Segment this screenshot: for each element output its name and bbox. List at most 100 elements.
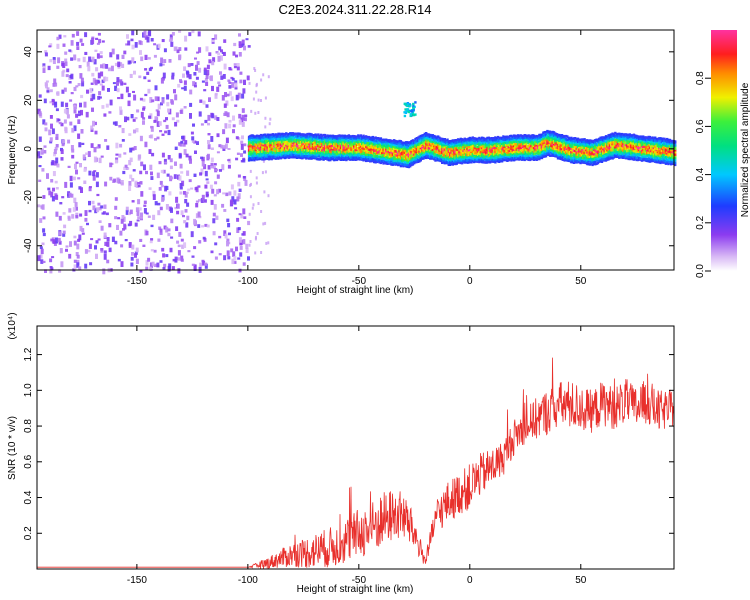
noise-cell — [100, 71, 104, 77]
noise-cell — [219, 55, 223, 61]
noise-cell — [170, 176, 174, 180]
band-cell — [283, 133, 287, 136]
band-cell — [539, 137, 542, 140]
band-cell — [346, 139, 349, 142]
band-cell — [295, 156, 299, 159]
noise-cell — [217, 52, 221, 56]
band-cell — [454, 147, 457, 150]
band-cell — [367, 153, 371, 157]
noise-cell — [59, 248, 63, 254]
band-cell — [595, 158, 598, 161]
band-cell — [590, 152, 593, 156]
band-cell — [534, 148, 537, 151]
band-cell — [587, 151, 590, 154]
band-cell — [282, 152, 285, 155]
band-cell — [302, 154, 305, 158]
band-cell — [259, 141, 263, 144]
band-cell — [495, 148, 498, 151]
band-cell — [299, 145, 303, 148]
band-cell — [317, 147, 320, 150]
band-cell — [394, 141, 397, 145]
band-cell — [544, 143, 548, 146]
band-cell — [490, 142, 493, 146]
band-cell — [286, 148, 289, 152]
band-cell — [587, 145, 590, 149]
band-cell — [491, 158, 494, 162]
band-cell — [421, 143, 424, 146]
band-cell — [627, 155, 630, 159]
noise-cell — [90, 98, 94, 102]
band-cell — [406, 149, 409, 153]
band-cell — [418, 145, 421, 149]
noise-cell — [91, 107, 94, 112]
noise-cell — [81, 232, 85, 235]
noise-cell — [114, 216, 118, 220]
band-cell — [398, 162, 401, 165]
noise-cell — [158, 161, 162, 165]
band-cell — [318, 140, 321, 144]
band-cell — [407, 147, 411, 151]
band-cell — [568, 140, 572, 143]
band-cell — [389, 156, 392, 160]
noise-cell — [243, 45, 246, 51]
band-cell — [620, 156, 624, 159]
band-cell — [335, 148, 339, 151]
band-cell — [286, 133, 289, 136]
band-cell — [265, 134, 268, 138]
band-cell — [357, 147, 360, 150]
band-cell — [602, 147, 605, 151]
band-cell — [381, 147, 384, 151]
noise-cell — [233, 199, 237, 205]
band-cell — [251, 140, 255, 143]
band-cell — [479, 158, 482, 161]
band-cell — [546, 152, 549, 155]
band-cell — [389, 161, 392, 164]
band-cell — [367, 138, 371, 141]
noise-cell — [160, 57, 164, 63]
noise-cell — [63, 87, 67, 92]
band-cell — [254, 148, 257, 152]
band-cell — [472, 154, 476, 157]
band-cell — [365, 135, 368, 138]
band-cell — [313, 134, 316, 137]
noise-cell — [203, 69, 207, 75]
band-cell — [507, 149, 510, 152]
band-cell — [295, 135, 299, 138]
band-cell — [471, 138, 474, 142]
band-cell — [500, 152, 504, 155]
band-cell — [484, 148, 488, 151]
band-cell — [564, 148, 568, 152]
band-cell — [438, 146, 441, 150]
band-cell — [294, 149, 297, 152]
band-cell — [346, 156, 349, 160]
band-cell — [583, 154, 586, 157]
band-cell — [460, 150, 464, 153]
band-cell — [631, 138, 634, 141]
band-cell — [638, 156, 641, 160]
band-cell — [474, 158, 477, 162]
band-cell — [483, 147, 486, 150]
band-cell — [385, 149, 388, 153]
band-cell — [426, 136, 429, 140]
band-cell — [504, 143, 508, 146]
band-cell — [463, 155, 466, 158]
band-cell — [407, 161, 411, 164]
band-cell — [397, 148, 400, 151]
band-cell — [578, 144, 581, 147]
band-cell — [326, 156, 329, 159]
band-cell — [536, 141, 540, 144]
band-cell — [498, 144, 501, 148]
band-cell — [507, 143, 510, 147]
band-cell — [499, 144, 502, 147]
noise-cell — [106, 145, 110, 150]
band-cell — [398, 155, 401, 159]
noise-cell — [181, 87, 185, 90]
band-cell — [287, 146, 291, 150]
band-cell — [387, 156, 391, 159]
band-cell — [330, 154, 333, 157]
noise-cell — [185, 191, 189, 194]
band-cell — [504, 158, 508, 162]
band-cell — [315, 142, 319, 145]
band-cell — [568, 152, 572, 156]
band-cell — [476, 153, 480, 156]
